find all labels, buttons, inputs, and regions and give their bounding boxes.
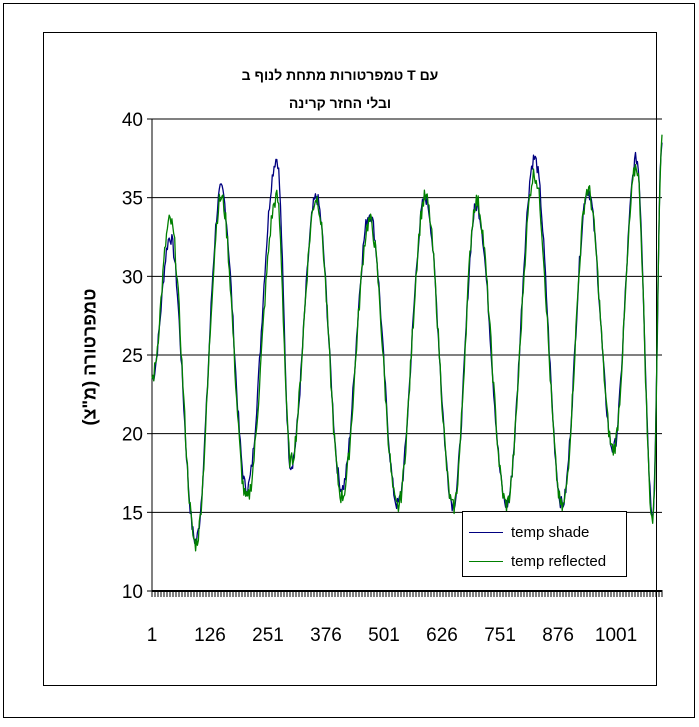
legend-item-reflected: temp reflected	[469, 550, 606, 572]
x-tick-label: 251	[252, 625, 284, 646]
legend-item-shade: temp shade	[469, 521, 589, 543]
x-tick-label: 1001	[595, 625, 637, 646]
series-line-shade	[151, 142, 663, 545]
x-tick-label: 126	[194, 625, 226, 646]
legend-label-shade: temp shade	[511, 523, 590, 541]
x-tick-label: 751	[484, 625, 516, 646]
chart-title-line1: טמפרטורות מתחת לנוף ב T עם	[241, 67, 439, 83]
legend-swatch-reflected	[469, 560, 503, 562]
legend: temp shade temp reflected	[462, 511, 627, 577]
chart-title-line2: ובלי החזר קרינה	[288, 95, 392, 111]
series-line-reflected	[151, 134, 663, 552]
x-tick-label: 876	[542, 625, 574, 646]
y-tick-label: 10	[122, 582, 143, 603]
y-tick-label: 25	[122, 346, 143, 367]
legend-label-reflected: temp reflected	[511, 552, 607, 570]
legend-swatch-shade	[469, 531, 503, 533]
x-tick-label: 626	[426, 625, 458, 646]
y-tick-label: 30	[122, 267, 143, 288]
x-tick-label: 376	[310, 625, 342, 646]
y-tick-label: 35	[122, 189, 143, 210]
x-tick-label: 1	[147, 625, 158, 646]
chart-area	[43, 32, 657, 686]
y-tick-label: 15	[122, 503, 143, 524]
y-tick-label: 20	[122, 425, 143, 446]
y-tick-label: 40	[122, 110, 143, 131]
x-tick-label: 501	[368, 625, 400, 646]
